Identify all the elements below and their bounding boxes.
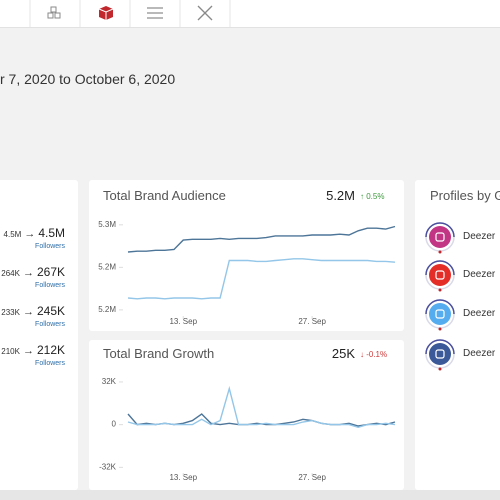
metric-label: Followers: [35, 243, 65, 250]
to-value: 267K: [36, 265, 65, 279]
icon-glyph: [435, 232, 445, 242]
growth-values: 210K → 212K: [1, 341, 65, 359]
date-range: r 7, 2020 to October 6, 2020: [0, 71, 176, 87]
growth-values: 4.5M → 4.5M: [4, 224, 65, 242]
chart-change: ↓ -0.1%: [360, 350, 388, 359]
icon-glyph: [435, 309, 445, 319]
x-tick-label: 27. Sep: [298, 317, 326, 326]
to-value: 212K: [36, 343, 65, 357]
footer-strip: [0, 490, 500, 500]
icon-glyph: [435, 349, 445, 359]
from-value: 233K: [1, 308, 20, 317]
arrow: →: [22, 345, 34, 357]
y-tick-label: 5.3M: [98, 220, 116, 229]
profile-dot: [438, 250, 442, 254]
profile-name: Deezer: [463, 308, 496, 319]
metric-label: Followers: [35, 282, 65, 289]
profile-ring-accent: [425, 222, 455, 238]
profile-icon: [429, 303, 451, 325]
chart-total: 5.2M: [326, 188, 355, 203]
icon-glyph: [435, 270, 445, 280]
tools-icon[interactable]: [197, 5, 213, 21]
profile-name: Deezer: [463, 348, 496, 359]
series-line: [127, 385, 396, 429]
to-value: 245K: [36, 304, 65, 318]
blocks-icon[interactable]: [47, 6, 61, 19]
chart-total: 25K: [331, 346, 355, 361]
y-tick-label: 32K: [102, 377, 117, 386]
series-line: [127, 225, 396, 253]
cube-icon[interactable]: [98, 6, 114, 20]
profile-dot: [438, 288, 442, 292]
profile-icon: [429, 343, 451, 365]
from-value: 264K: [1, 269, 20, 278]
x-tick-label: 13. Sep: [169, 473, 197, 482]
to-value: 4.5M: [38, 226, 65, 240]
from-value: 210K: [1, 347, 20, 356]
growth-row: 233K → 245K Followers: [1, 302, 65, 328]
chart-change: ↑ 0.5%: [360, 192, 385, 201]
panel-title: Profiles by G: [430, 188, 500, 203]
growth-card: [89, 340, 404, 490]
profile-ring-accent: [425, 260, 455, 276]
profile-dot: [438, 327, 442, 331]
growth-row: 210K → 212K Followers: [1, 341, 65, 367]
series-line: [127, 258, 396, 300]
growth-row: 264K → 267K Followers: [1, 263, 65, 289]
growth-values: 233K → 245K: [1, 302, 65, 320]
growth-row: 4.5M → 4.5M Followers: [4, 224, 65, 250]
arrow: →: [22, 306, 34, 318]
list-icon[interactable]: [147, 7, 163, 19]
x-tick-label: 27. Sep: [298, 473, 326, 482]
profile-dot: [438, 367, 442, 371]
profile-ring-accent: [425, 339, 455, 355]
profile-name: Deezer: [463, 231, 496, 242]
audience-card: [89, 180, 404, 331]
y-tick-label: 5.2M: [98, 262, 116, 271]
arrow: →: [22, 267, 34, 279]
arrow: →: [24, 228, 36, 240]
metric-label: Followers: [35, 321, 65, 328]
chart-title: Total Brand Audience: [103, 188, 226, 203]
profile-growth-card: [0, 180, 78, 490]
toolbar-icons: [29, 0, 231, 27]
chart-title: Total Brand Growth: [103, 346, 215, 361]
y-tick-label: 0: [112, 420, 117, 429]
toolbar: [0, 0, 500, 28]
growth-values: 264K → 267K: [1, 263, 65, 281]
profile-ring-accent: [425, 299, 455, 315]
y-tick-label: 5.2M: [98, 305, 116, 314]
profile-icon: [429, 226, 451, 248]
from-value: 4.5M: [3, 230, 22, 239]
profile-name: Deezer: [463, 269, 496, 280]
x-tick-label: 13. Sep: [169, 317, 197, 326]
profile-icon: [429, 264, 451, 286]
metric-label: Followers: [35, 360, 65, 367]
y-tick-label: -32K: [99, 462, 117, 471]
